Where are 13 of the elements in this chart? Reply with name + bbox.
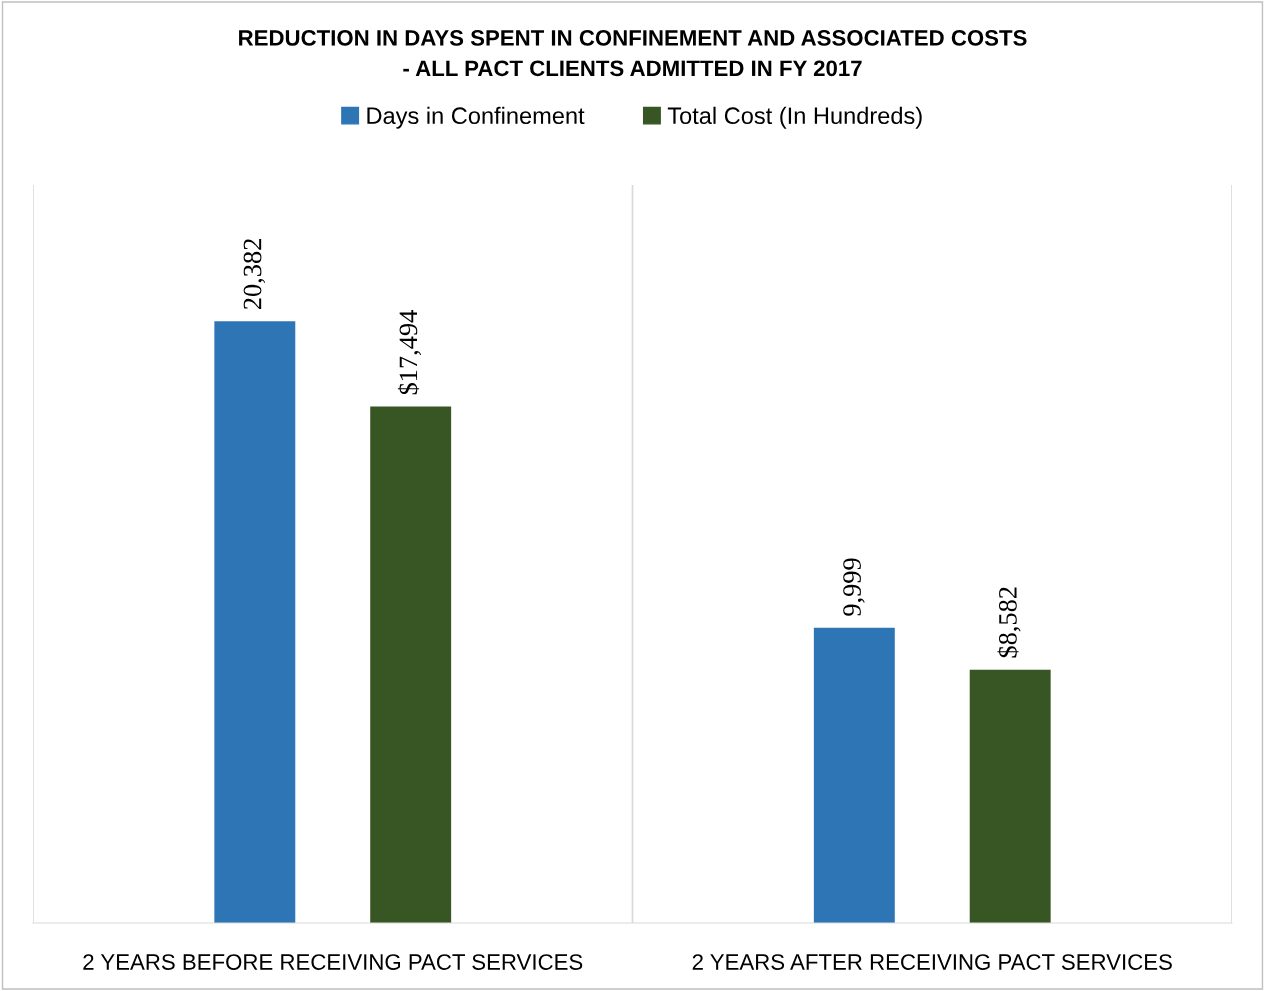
x-tick-label: 2 YEARS BEFORE RECEIVING PACT SERVICES — [83, 954, 583, 970]
data-label: $17,494 — [397, 310, 422, 395]
bar — [813, 627, 895, 923]
data-label: $8,582 — [997, 587, 1021, 658]
legend-label: Days in Confinement — [367, 106, 585, 129]
bar — [969, 669, 1051, 923]
data-label: 9,999 — [843, 558, 865, 616]
legend-label: Total Cost (In Hundreds) — [667, 106, 922, 129]
x-tick-label: 2 YEARS AFTER RECEIVING PACT SERVICES — [692, 954, 1172, 970]
data-label: 20,382 — [243, 239, 266, 310]
chart-title: REDUCTION IN DAYS SPENT IN CONFINEMENT AND ASSOCIATED COSTS - ALL PACT CLIENTS ADMITTED IN FY 2017 — [239, 30, 1027, 77]
bar — [214, 321, 296, 923]
bar — [370, 406, 452, 923]
